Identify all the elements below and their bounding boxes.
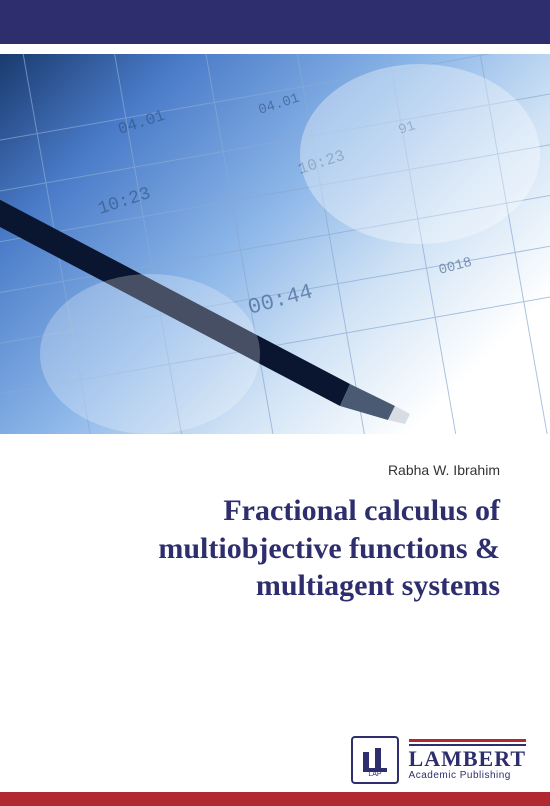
publisher-rule-red (409, 739, 526, 742)
title-line: multiagent systems (256, 569, 500, 602)
publisher-block: LAP LAMBERT Academic Publishing (351, 736, 526, 784)
overlay-num: 0018 (437, 255, 474, 279)
footer-red-band (0, 792, 550, 806)
overlay-num: 04.01 (257, 91, 302, 119)
author-name: Rabha W. Ibrahim (0, 434, 550, 486)
cover-photo-region: 04.01 04.01 10:23 10:23 00:44 0018 91 (0, 54, 550, 434)
book-title: Fractional calculus of multiobjective fu… (0, 486, 550, 605)
overlay-num: 00:44 (245, 280, 315, 321)
publisher-text: LAMBERT Academic Publishing (409, 739, 526, 781)
title-line: Fractional calculus of (223, 494, 500, 527)
photo-illustration: 04.01 04.01 10:23 10:23 00:44 0018 91 (0, 54, 550, 434)
title-line: multiobjective functions & (158, 532, 500, 565)
top-color-band (0, 0, 550, 44)
svg-text:LAP: LAP (368, 771, 382, 778)
overlay-num: 04.01 (116, 107, 167, 139)
publisher-subtitle: Academic Publishing (409, 770, 526, 781)
overlay-num: 10:23 (96, 184, 154, 220)
publisher-name: LAMBERT (409, 748, 526, 770)
publisher-logo-icon: LAP (351, 736, 399, 784)
white-separator (0, 44, 550, 54)
